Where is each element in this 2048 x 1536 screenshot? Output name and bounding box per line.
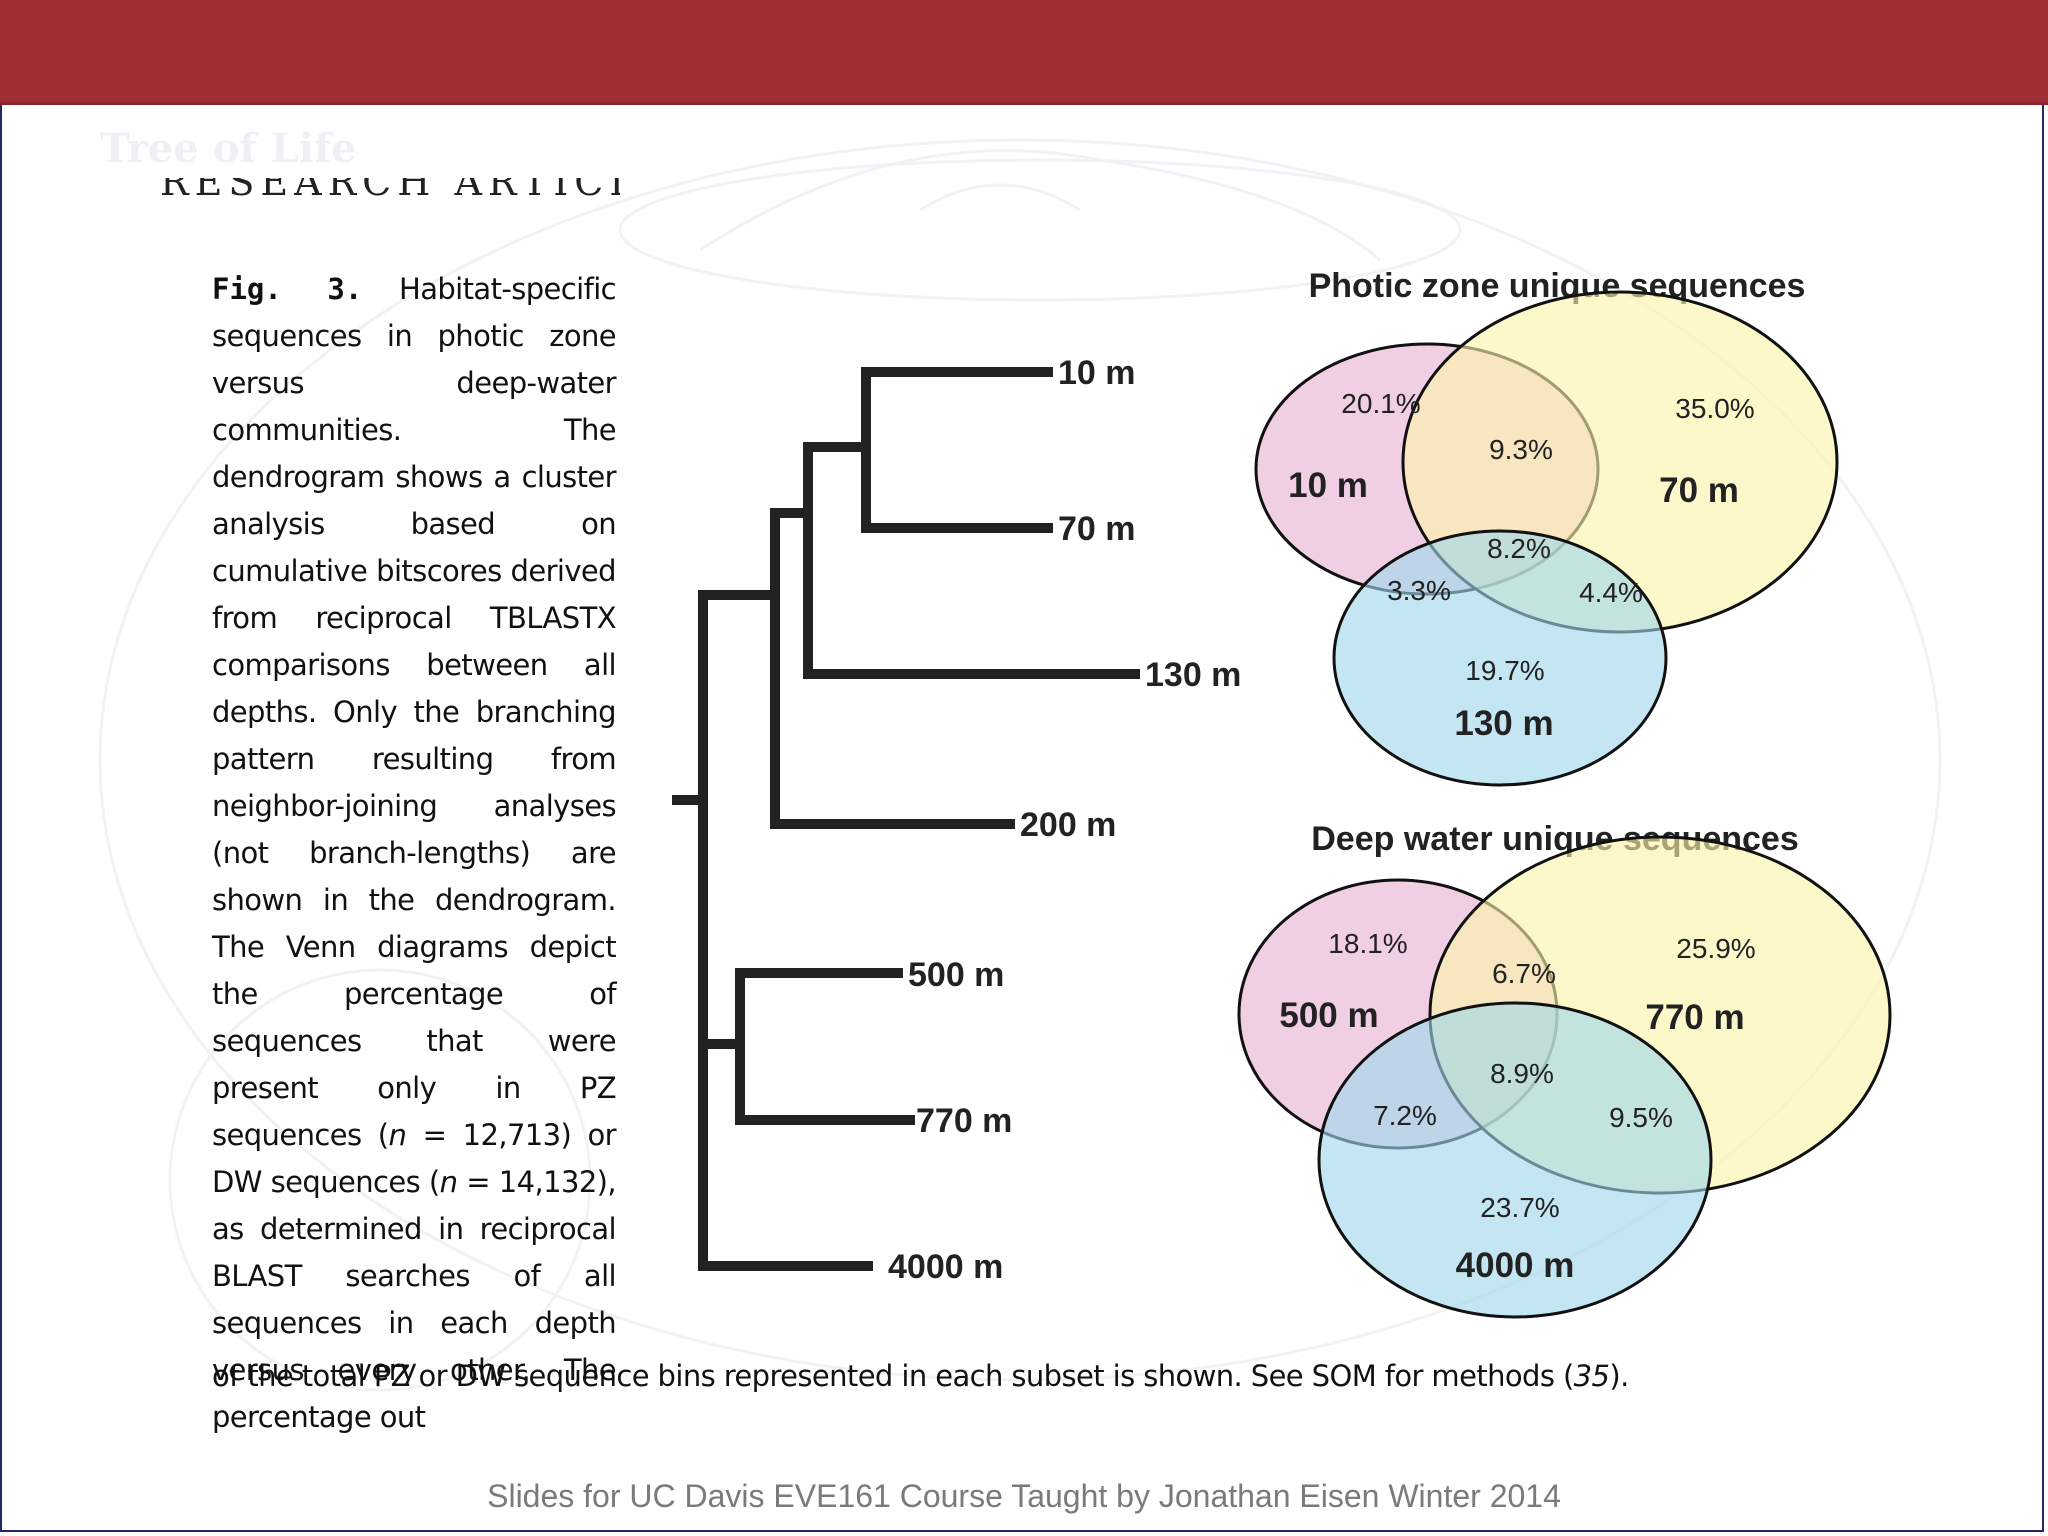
venn-photic-pct-all: 8.2% [1487,533,1551,564]
leaf-label-70m: 70 m [1058,510,1136,548]
venn-photic-circle-130m [1332,529,1668,787]
venn-deep-pct-500m-770m: 6.7% [1492,958,1556,989]
watermark-title: Tree of Life [100,125,357,172]
caption-tail-ref: 35 [1573,1359,1610,1393]
caption-tail-end: ). [1609,1359,1629,1393]
caption-n-2: n [439,1165,458,1199]
venn-deep: Deep water unique sequences 18.1% 25.9% … [1237,820,1892,1319]
venn-deep-pct-770m-4000m: 9.5% [1609,1102,1673,1133]
venn-deep-pct-500m-4000m: 7.2% [1373,1100,1437,1131]
venn-deep-label-500m: 500 m [1279,996,1378,1035]
venn-deep-label-4000m: 4000 m [1456,1246,1575,1285]
venn-deep-label-770m: 770 m [1645,998,1744,1037]
venn-photic-pct-10m-only: 20.1% [1341,388,1420,419]
caption-text-1: Habitat-specific sequences in photic zon… [212,272,617,1152]
venn-deep-pct-770m-only: 25.9% [1676,933,1755,964]
section-header: RESEARCH ARTICLES [160,178,620,204]
leaf-label-10m: 10 m [1058,354,1136,392]
section-header-strip: RESEARCH ARTICLES [160,178,620,208]
slide-header-bar [0,0,2048,105]
venn-photic-label-10m: 10 m [1288,466,1368,505]
venn-deep-pct-all: 8.9% [1490,1058,1554,1089]
figure-label: Fig. 3. [212,272,363,306]
venn-photic-pct-10m-130m: 3.3% [1387,575,1451,606]
venn-photic-pct-70m-130m: 4.4% [1579,577,1643,608]
slide-footer: Slides for UC Davis EVE161 Course Taught… [487,1478,1561,1514]
venn-photic-label-70m: 70 m [1659,471,1739,510]
caption-n-1: n [388,1118,407,1152]
leaf-label-4000m: 4000 m [888,1248,1003,1286]
venn-photic-label-130m: 130 m [1454,704,1553,743]
leaf-label-200m: 200 m [1020,806,1116,844]
venn-deep-pct-4000m-only: 23.7% [1480,1192,1559,1223]
venn-deep-circle-4000m [1317,1001,1713,1319]
venn-photic-pct-10m-70m: 9.3% [1489,434,1553,465]
caption-text-3: = 14,132), as determined in reciprocal B… [212,1165,617,1434]
figure-caption: Fig. 3. Habitat-specific sequences in ph… [212,266,617,1441]
leaf-label-500m: 500 m [908,956,1004,994]
caption-tail-text: of the total PZ or DW sequence bins repr… [212,1359,1574,1393]
leaf-label-130m: 130 m [1145,656,1241,694]
leaf-label-770m: 770 m [916,1102,1012,1140]
venn-photic-pct-130m-only: 19.7% [1465,655,1544,686]
figure-caption-tail: of the total PZ or DW sequence bins repr… [212,1353,1629,1400]
dendrogram [672,367,1140,1271]
caption-text-2: = 12,713) or DW sequences ( [212,1118,617,1199]
venn-deep-pct-500m-only: 18.1% [1328,928,1407,959]
venn-photic-pct-70m-only: 35.0% [1675,393,1754,424]
venn-photic: Photic zone unique sequences 20.1% 35.0%… [1254,267,1839,787]
